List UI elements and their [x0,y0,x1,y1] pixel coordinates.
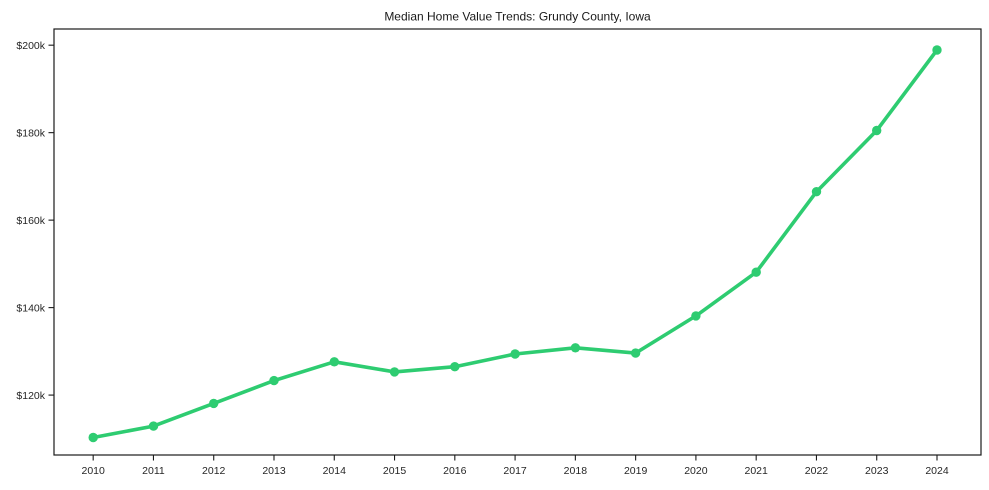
chart-title: Median Home Value Trends: Grundy County,… [384,10,651,24]
y-tick-label: $200k [16,40,45,52]
trend-line [91,48,939,440]
data-point [450,362,460,372]
data-point [811,187,822,197]
x-tick-label: 2011 [142,465,165,477]
x-tick-label: 2017 [503,465,527,477]
x-tick-label: 2010 [81,465,105,477]
axis-ticks: $120k $140k $160k $180k $200k 2010 2011 2012 201… [16,40,948,477]
data-point [872,125,882,136]
x-tick-label: 2019 [624,465,648,477]
y-tick-label: $160k [16,215,45,227]
data-point [510,349,520,359]
data-point [389,367,400,377]
x-tick-label: 2014 [323,465,347,477]
x-tick-label: 2016 [443,465,467,477]
y-tick-label: $120k [16,390,45,402]
plot-frame [53,28,982,456]
data-point [148,421,159,431]
x-tick-label: 2015 [383,465,407,477]
x-tick-label: 2022 [805,465,829,477]
x-tick-label: 2012 [202,465,226,477]
plot-border [53,28,982,456]
data-point [751,267,761,277]
x-tick-label: 2013 [262,465,286,477]
data-point [269,375,279,386]
data-point [691,311,701,321]
y-tick-label: $140k [16,302,45,314]
y-tick-label: $180k [16,127,45,139]
data-point [209,398,219,409]
x-tick-label: 2021 [745,465,769,477]
data-point [329,357,339,367]
data-series [88,45,942,443]
x-tick-label: 2023 [865,465,889,477]
x-tick-label: 2020 [684,465,708,477]
x-tick-label: 2018 [564,465,588,477]
data-point [932,45,942,55]
data-point [88,432,98,443]
data-point [630,348,641,358]
x-tick-label: 2024 [925,465,949,477]
data-point [570,343,581,353]
